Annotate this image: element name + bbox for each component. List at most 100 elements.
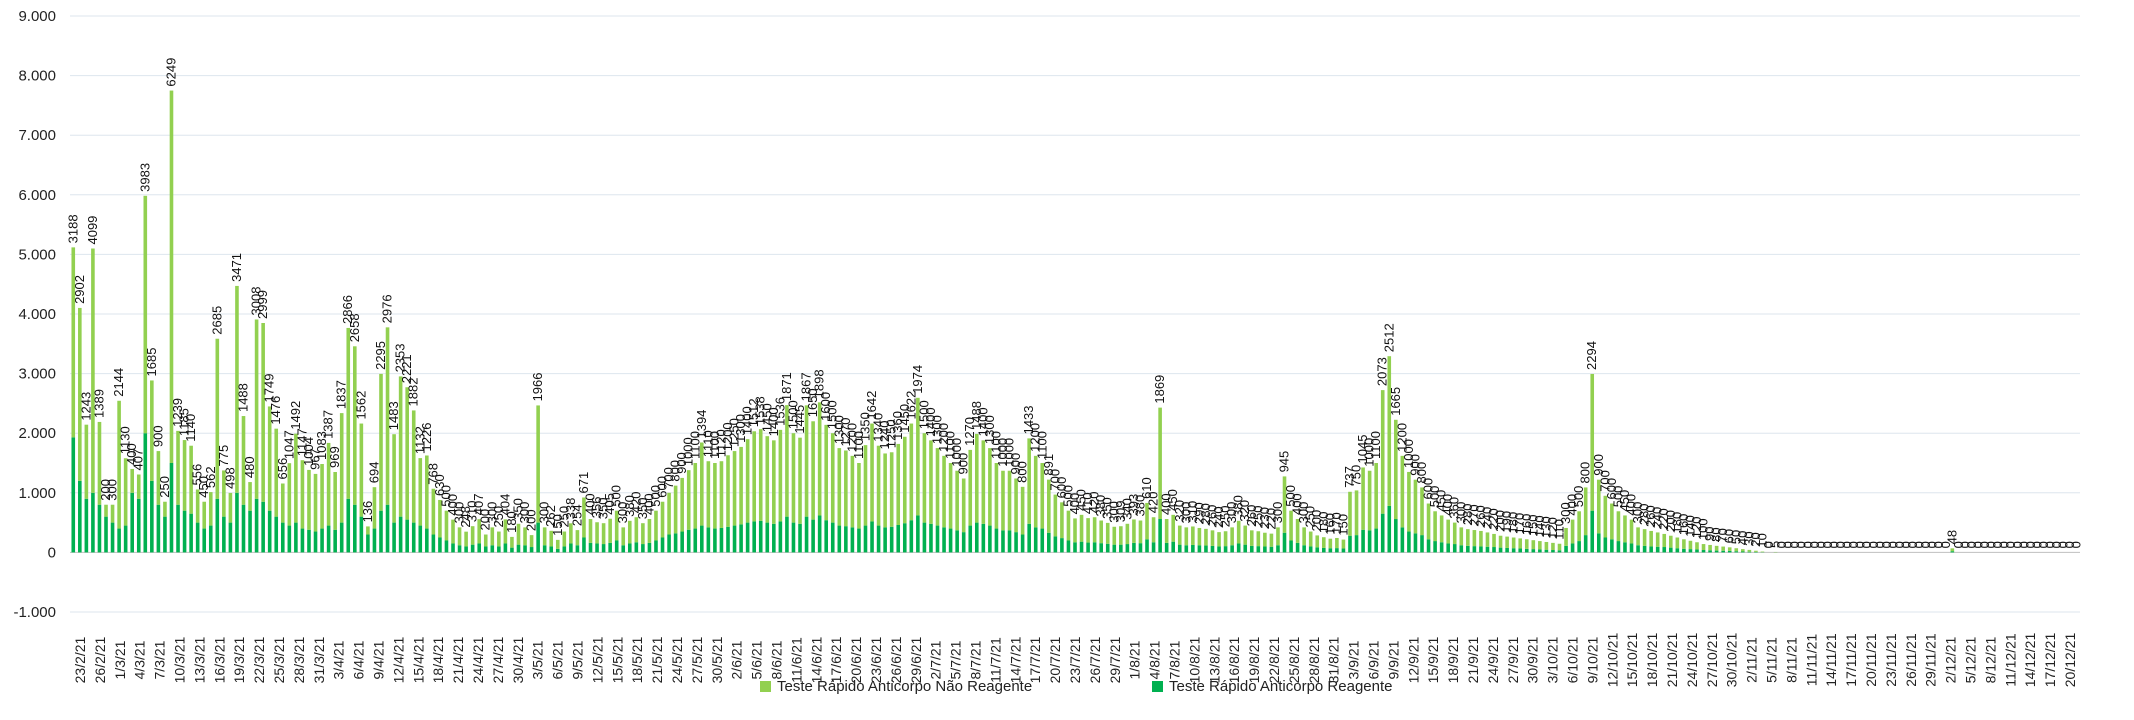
bar-reagente (1747, 551, 1752, 553)
bar-reagente (1538, 549, 1542, 553)
x-tick-label: 19/8/21 (1246, 636, 1262, 683)
data-label: 150 (1525, 514, 1540, 536)
data-label: 300 (1630, 502, 1645, 524)
data-label: 1400 (740, 406, 755, 435)
data-label: 136 (360, 501, 375, 523)
bar-nao-reagente (497, 531, 501, 547)
bar-reagente (863, 525, 868, 553)
data-label: 0 (1787, 541, 1802, 548)
data-label: 1512 (746, 398, 761, 427)
bar-reagente (1276, 545, 1280, 553)
x-tick-label: 8/7/21 (967, 640, 983, 679)
bar-reagente (418, 525, 423, 553)
bar-nao-reagente (1577, 511, 1581, 542)
data-label: 170 (1329, 512, 1344, 534)
data-label: 200 (1309, 510, 1324, 532)
bar-reagente (922, 522, 927, 553)
bar-nao-reagente (405, 387, 409, 520)
bar-reagente (974, 522, 979, 553)
data-label: 380 (1132, 495, 1147, 517)
bar-reagente (359, 516, 364, 553)
bar-reagente (647, 542, 652, 553)
data-label: 1394 (694, 410, 709, 439)
x-tick-label: 6/4/21 (351, 640, 367, 679)
bar-reagente (1459, 545, 1464, 553)
bar-reagente (529, 547, 534, 553)
x-tick-label: 9/9/21 (1385, 640, 1401, 679)
bar-nao-reagente (1747, 549, 1752, 552)
x-tick-label: 23/2/21 (72, 636, 88, 683)
data-label: 400 (1067, 493, 1082, 515)
bar-nao-reagente (1361, 467, 1365, 530)
data-label: 200 (1663, 510, 1678, 532)
data-label: 2512 (1381, 323, 1396, 352)
bar-nao-reagente (844, 450, 848, 527)
bar-nao-reagente (333, 471, 337, 530)
y-tick-label: 8.000 (18, 68, 56, 85)
bar-nao-reagente (647, 519, 652, 543)
bar-nao-reagente (1472, 530, 1477, 547)
x-tick-label: 18/4/21 (430, 636, 446, 683)
data-label: 280 (1637, 503, 1652, 525)
bar-nao-reagente (739, 446, 743, 525)
bar-reagente (582, 537, 586, 553)
bar-reagente (104, 516, 108, 553)
bar-nao-reagente (261, 322, 265, 502)
x-tick-label: 3/10/21 (1545, 636, 1561, 683)
x-tick-label: 17/7/21 (1027, 636, 1043, 683)
data-label: 775 (216, 445, 231, 467)
bar-nao-reagente (1459, 527, 1464, 546)
bar-nao-reagente (1505, 536, 1509, 548)
bar-nao-reagente (1086, 518, 1090, 543)
bar-reagente (889, 526, 894, 553)
data-label: 1360 (890, 411, 905, 440)
bar-nao-reagente (379, 373, 383, 511)
data-label: 700 (1597, 470, 1612, 492)
bar-nao-reagente (444, 510, 449, 541)
data-label: 300 (484, 502, 499, 524)
bar-reagente (346, 498, 351, 553)
bar-nao-reagente (974, 433, 979, 523)
bar-nao-reagente (1675, 537, 1680, 549)
bar-reagente (1099, 543, 1103, 553)
bar-nao-reagente (1636, 527, 1640, 546)
bar-nao-reagente (857, 463, 861, 529)
bar-nao-reagente (523, 527, 527, 546)
data-label: 1140 (183, 414, 198, 442)
bar-reagente (366, 534, 370, 553)
bar-nao-reagente (1701, 544, 1706, 551)
x-tick-label: 30/10/21 (1724, 633, 1740, 688)
bar-nao-reagente (791, 433, 796, 523)
data-label: 160 (1519, 514, 1534, 536)
bar-nao-reagente (601, 523, 606, 545)
bar-nao-reagente (202, 501, 207, 529)
bar-nao-reagente (1308, 531, 1313, 547)
x-tick-label: 1/3/21 (112, 640, 128, 679)
legend-label-nao-reagente: Teste Rápido Anticorpo Não Reagente (777, 678, 1033, 695)
bar-reagente (830, 522, 835, 553)
data-label: 420 (1146, 492, 1161, 514)
x-tick-label: 12/10/21 (1604, 633, 1620, 688)
data-label: 694 (366, 461, 381, 483)
data-label: 1000 (1002, 438, 1017, 467)
x-tick-label: 6/5/21 (550, 640, 566, 679)
bar-nao-reagente (457, 527, 462, 546)
bar-reagente (1066, 540, 1071, 553)
data-label: 1500 (916, 400, 931, 429)
data-label: 1538 (753, 396, 768, 425)
bar-nao-reagente (529, 535, 534, 548)
bar-reagente (169, 463, 174, 553)
bar-nao-reagente (1400, 455, 1405, 528)
data-label: 450 (1434, 490, 1449, 512)
data-label: 500 (1060, 485, 1075, 507)
bar-nao-reagente (667, 492, 671, 535)
bar-nao-reagente (425, 455, 429, 529)
data-label: 1300 (930, 415, 945, 444)
bar-nao-reagente (1629, 519, 1634, 544)
bar-reagente (1112, 544, 1117, 553)
x-tick-label: 31/8/21 (1326, 636, 1342, 683)
data-label: 2902 (72, 275, 87, 304)
bar-nao-reagente (222, 470, 226, 517)
data-label: 250 (1250, 506, 1265, 528)
bar-nao-reagente (385, 327, 390, 505)
